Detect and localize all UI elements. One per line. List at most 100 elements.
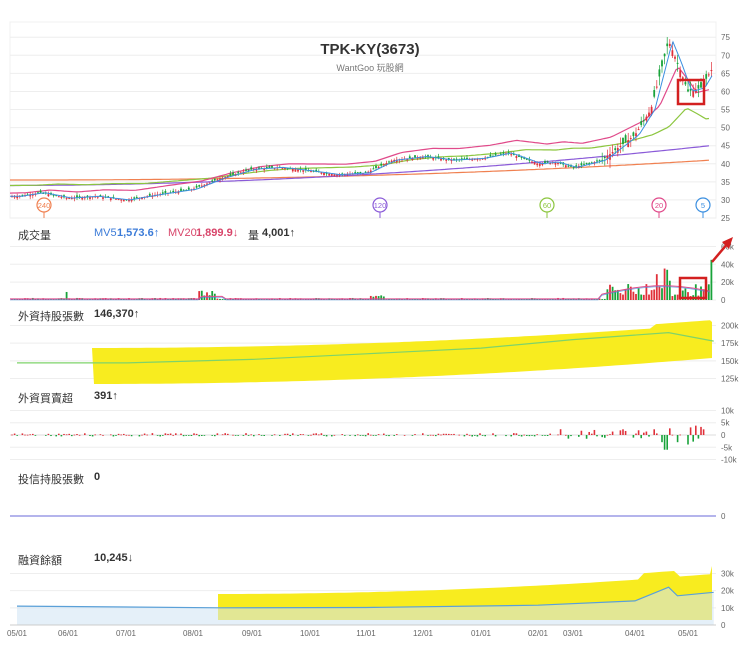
volume-bar xyxy=(536,298,539,300)
price-y-tick-label: 70 xyxy=(721,51,730,60)
foreign-net-bar xyxy=(73,434,76,436)
margin-y-tick-label: 20k xyxy=(721,587,735,596)
candle-body xyxy=(650,106,653,114)
x-tick-label: 01/01 xyxy=(471,629,492,638)
volume-bar xyxy=(687,292,689,300)
volume-bar xyxy=(507,298,510,300)
margin-y-tick-label: 10k xyxy=(721,604,735,613)
foreign-net-bar xyxy=(559,429,562,435)
foreign-net-bar xyxy=(578,435,580,437)
foreign-holding-line xyxy=(17,331,714,364)
foreign-net-bar xyxy=(476,435,479,437)
foreign-net-bar xyxy=(702,429,705,435)
volume-bar xyxy=(648,294,650,300)
mv5-value: 1,573.6↑ xyxy=(117,227,160,239)
foreign-net-bar xyxy=(232,434,234,436)
foreign-net-bar xyxy=(78,434,81,436)
candle-body xyxy=(239,172,242,174)
candle-body xyxy=(666,43,669,47)
volume-bar xyxy=(245,298,247,300)
foreign-net-bar xyxy=(162,435,164,436)
foreign-net-bar xyxy=(648,435,650,437)
volume-bar xyxy=(466,298,468,300)
candle-body xyxy=(614,148,617,151)
foreign-net-bar xyxy=(167,433,169,435)
foreign-net-bar xyxy=(164,433,167,435)
margin-title: 融資餘額 xyxy=(18,555,62,567)
candle-body xyxy=(598,159,601,161)
mv20-label: MV20 xyxy=(168,227,197,239)
candle-body xyxy=(694,89,697,93)
foreign-net-bar xyxy=(505,435,507,437)
foreign-net-bar xyxy=(253,435,255,437)
foreign-net-bar xyxy=(471,435,473,437)
foreign-net-bar xyxy=(362,435,364,436)
foreign-net-bar xyxy=(492,433,494,435)
candle-body xyxy=(460,158,463,160)
candle-body xyxy=(208,182,211,184)
candle-body xyxy=(538,163,541,166)
foreign-net-bar xyxy=(175,433,177,435)
foreign-net-bar xyxy=(692,435,694,442)
foreign-net-bar xyxy=(700,426,702,435)
volume-bar xyxy=(382,296,385,300)
foreign-net-bar xyxy=(643,432,645,435)
chart-title: TPK-KY(3673) xyxy=(320,41,420,58)
volume-bar xyxy=(645,284,648,300)
candle-body xyxy=(330,174,333,176)
volume-bar xyxy=(650,290,653,300)
foreign-net-bar xyxy=(523,434,525,436)
foreign-net-bar xyxy=(112,435,115,437)
volume-highlight-box xyxy=(678,276,708,300)
volume-bar xyxy=(419,298,422,300)
candle-body xyxy=(658,69,661,77)
foreign-net-bar xyxy=(669,428,671,435)
foreign-net-bar xyxy=(593,429,596,435)
candle-body xyxy=(640,121,643,125)
foreign-net-bar xyxy=(474,435,476,436)
candle-body xyxy=(213,178,216,181)
foreign-net-bar xyxy=(377,434,380,435)
candle-body xyxy=(557,163,559,165)
volume-bar xyxy=(528,298,531,300)
volume-label: 量 xyxy=(248,230,259,242)
candle-body xyxy=(632,132,635,137)
volume-mv20-line xyxy=(10,285,711,300)
foreign-net-bar xyxy=(695,425,697,435)
foreign-net-bar xyxy=(513,433,515,435)
foreign-net-bar xyxy=(697,435,700,439)
candle-body xyxy=(180,188,182,191)
foreign-net-bar xyxy=(359,435,362,436)
candle-body xyxy=(676,62,679,64)
volume-arrow-head xyxy=(722,237,733,249)
candle-body xyxy=(624,135,627,143)
foreign-net-bars xyxy=(11,425,705,450)
price-y-tick-label: 35 xyxy=(721,178,730,187)
candle-body xyxy=(315,169,318,172)
volume-bar xyxy=(653,289,656,300)
candle-body xyxy=(395,159,398,162)
foreign-net-bar xyxy=(354,435,356,437)
candle-body xyxy=(237,172,240,174)
candle-body xyxy=(128,199,130,202)
candle-body xyxy=(601,159,604,161)
candle-body xyxy=(229,173,232,176)
foreign-net-bar xyxy=(518,435,520,436)
trust-holding-title: 投信持股張數 xyxy=(18,474,84,486)
candle-body xyxy=(408,156,411,159)
foreign-net-bar xyxy=(50,435,52,437)
candle-body xyxy=(81,197,84,200)
foreign-net-bar xyxy=(138,435,141,437)
volume-bar xyxy=(710,259,713,300)
x-tick-label: 07/01 xyxy=(116,629,137,638)
foreign-net-bar xyxy=(120,434,122,436)
foreign-net-bar xyxy=(458,434,460,436)
volume-bar xyxy=(624,289,627,300)
foreign-net-bar xyxy=(258,434,260,435)
ma-line-240 xyxy=(10,159,710,181)
volume-bar xyxy=(492,298,494,300)
candle-body xyxy=(684,82,687,85)
candle-body xyxy=(245,169,247,171)
candle-body xyxy=(606,155,609,159)
foreign-net-bar xyxy=(63,433,65,435)
